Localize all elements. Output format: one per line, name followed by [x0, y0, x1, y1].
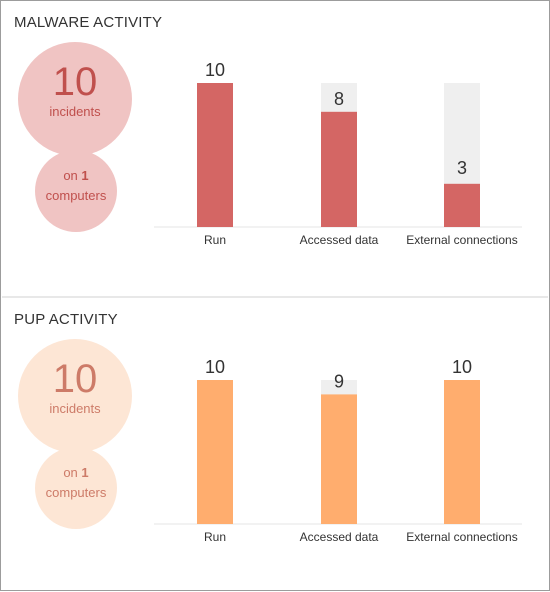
incidents-count: 10	[52, 357, 98, 401]
category-label: Run	[204, 233, 226, 247]
incidents-circle[interactable]: 10 incidents	[18, 42, 132, 156]
panel-title: MALWARE ACTIVITY	[14, 14, 163, 31]
bar[interactable]	[197, 83, 233, 227]
bar[interactable]	[444, 183, 480, 227]
bar[interactable]	[321, 394, 357, 524]
computers-circle[interactable]: on 1 computers	[35, 150, 117, 232]
computers-prefix: on	[63, 465, 78, 480]
computers-count: 1	[81, 465, 89, 480]
category-label: Accessed data	[300, 530, 379, 544]
data-label: 8	[334, 89, 344, 109]
incidents-label: incidents	[49, 401, 101, 416]
data-label: 10	[205, 357, 225, 377]
bar[interactable]	[321, 111, 357, 227]
computers-circle[interactable]: on 1 computers	[35, 447, 117, 529]
data-label: 10	[205, 60, 225, 80]
category-label: Accessed data	[300, 233, 379, 247]
incidents-count: 10	[52, 60, 98, 104]
computers-count-line: on 1	[35, 168, 117, 184]
computers-count: 1	[81, 168, 89, 183]
category-label: External connections	[406, 530, 517, 544]
data-label: 10	[452, 357, 472, 377]
malware-bar-chart: 10 Run 8 Accessed data 3 External connections	[154, 60, 522, 247]
pup-bar-chart: 10 Run 9 Accessed data 10 External connection…	[154, 357, 522, 544]
bar[interactable]	[444, 380, 480, 524]
computers-label: computers	[45, 188, 107, 203]
computers-label: computers	[45, 485, 107, 500]
incidents-label: incidents	[49, 104, 101, 119]
computers-prefix: on	[63, 168, 78, 183]
bar[interactable]	[197, 380, 233, 524]
computers-count-line: on 1	[35, 465, 117, 481]
category-label: Run	[204, 530, 226, 544]
category-label: External connections	[406, 233, 517, 247]
panel-divider	[2, 296, 548, 298]
pup-activity-panel: PUP ACTIVITY 10 incidents on 1 computers…	[2, 299, 548, 592]
panel-title: PUP ACTIVITY	[14, 311, 118, 328]
data-label: 3	[457, 158, 467, 178]
malware-activity-panel: MALWARE ACTIVITY 10 incidents on 1 compu…	[2, 2, 548, 295]
incidents-circle[interactable]: 10 incidents	[18, 339, 132, 453]
data-label: 9	[334, 371, 344, 391]
